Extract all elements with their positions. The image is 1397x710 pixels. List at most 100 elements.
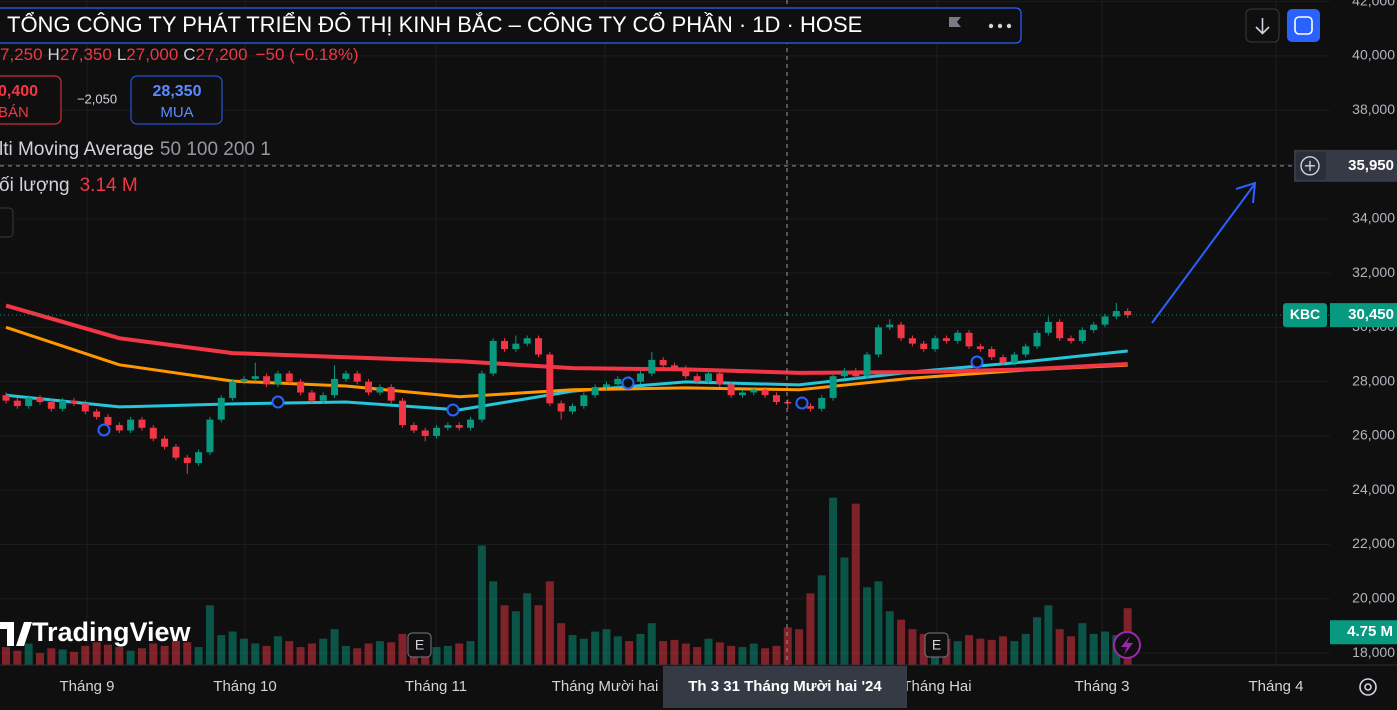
volume-bar: [1089, 633, 1098, 665]
buy-button[interactable]: [130, 75, 223, 125]
grid-layer: [0, 0, 1330, 665]
volume-bar: [489, 581, 498, 665]
moving-average-line: [5, 325, 1128, 399]
volume-bar: [670, 639, 679, 665]
symbol-box[interactable]: [0, 7, 1022, 44]
candle-body: [546, 354, 554, 404]
candle-body: [716, 373, 724, 385]
event-marker[interactable]: [795, 396, 809, 410]
event-marker[interactable]: [271, 395, 285, 409]
candle-body: [727, 384, 735, 396]
settings-icon[interactable]: [1359, 678, 1377, 696]
candle-body: [535, 338, 543, 355]
volume-bar: [523, 593, 532, 665]
volume-bar: [364, 643, 373, 665]
volume-bar: [262, 645, 271, 665]
candle-body: [614, 378, 622, 385]
x-tick-label: Tháng 4: [1248, 678, 1303, 695]
volume-bar: [35, 653, 44, 665]
overlay-layer: E E TradingView: [0, 0, 1330, 665]
crosshair-add-icon: [1300, 156, 1320, 176]
volume-bar: [500, 605, 509, 665]
candle-body: [999, 357, 1007, 363]
trend-arrow[interactable]: [1151, 184, 1255, 324]
candle-body: [93, 411, 101, 417]
volume-bar: [103, 644, 112, 665]
candle-body: [874, 327, 882, 355]
candle-body: [376, 387, 384, 393]
candle-body: [636, 373, 644, 382]
volume-tag-label: 4.75 M: [1347, 623, 1393, 640]
volume-bar: [738, 647, 747, 665]
sell-price: 0,400: [0, 83, 38, 100]
candle-body: [829, 376, 837, 398]
indicator-legend: lti Moving Average 50 100 200 1: [0, 139, 271, 160]
volume-bar: [1101, 631, 1110, 665]
ohlc-high: 27,350: [60, 45, 112, 64]
candle-body: [523, 338, 531, 344]
candle-body: [602, 384, 610, 388]
candle-body: [784, 401, 792, 404]
candle-body: [693, 376, 701, 382]
time-axis: Tháng 9 Tháng 10 Tháng 11 Tháng Mười hai Thá…: [59, 666, 1304, 708]
event-marker[interactable]: [446, 403, 460, 417]
volume-bar: [511, 611, 520, 665]
volume-bar: [534, 605, 543, 665]
last-price-label: 30,450: [1348, 306, 1394, 323]
candle-body: [1044, 321, 1052, 333]
volume-bar: [477, 545, 486, 665]
fullscreen-button[interactable]: [1287, 9, 1320, 42]
volume-bar: [591, 631, 600, 665]
axis-layer: 18,00020,00022,00024,00026,00028,00030,0…: [1283, 0, 1397, 660]
candle-body: [285, 373, 293, 382]
volume-bar: [137, 648, 146, 665]
y-tick-label: 22,000: [1352, 535, 1395, 551]
candle-body: [489, 340, 497, 374]
crosshair-date-label: Th 3 31 Tháng Mười hai '24: [688, 678, 882, 695]
event-marker[interactable]: [621, 376, 635, 390]
earnings-marker[interactable]: [407, 632, 432, 658]
symbol-tag-label: KBC: [1290, 306, 1320, 322]
candle-body: [149, 427, 157, 439]
volume-bar: [273, 636, 282, 665]
candle-body: [455, 425, 463, 428]
candle-body: [931, 338, 939, 350]
volume-bar: [307, 643, 316, 665]
candle-body: [897, 324, 905, 339]
candle-body: [478, 373, 486, 420]
volume-bar: [715, 642, 724, 665]
indicator-legend: ối lượng 3.14 M: [0, 175, 138, 196]
volume-bar: [987, 639, 996, 665]
volume-bar: [13, 650, 22, 665]
candle-body: [1033, 332, 1041, 347]
event-marker[interactable]: [970, 355, 984, 369]
earnings-marker-label: E: [415, 637, 424, 653]
candle-body: [138, 419, 146, 428]
volume-bar: [681, 643, 690, 665]
earnings-marker[interactable]: [924, 632, 949, 658]
flag-icon[interactable]: [949, 17, 961, 27]
x-tick-label: Tháng 11: [405, 678, 467, 695]
ma-layer: [5, 303, 1128, 412]
buy-price: 28,350: [153, 83, 202, 100]
sell-button[interactable]: [0, 75, 62, 125]
candle-body: [161, 438, 169, 447]
sell-label: BÁN: [0, 104, 29, 121]
y-tick-label: 42,000: [1352, 0, 1395, 8]
collapse-button[interactable]: [0, 207, 14, 238]
candle-body: [274, 373, 282, 385]
candle-body: [229, 381, 237, 398]
x-tick-label: Tháng Mười hai: [552, 678, 659, 695]
candle-body: [976, 346, 984, 350]
volume-bar: [613, 636, 622, 665]
more-icon[interactable]: [988, 23, 1012, 29]
event-marker[interactable]: [97, 423, 111, 437]
candle-body: [670, 365, 678, 369]
volume-bar: [545, 581, 554, 665]
buy-label: MUA: [160, 104, 193, 121]
moving-average-line: [5, 303, 1128, 375]
candle-body: [206, 419, 214, 453]
price-axis: [1330, 0, 1397, 665]
